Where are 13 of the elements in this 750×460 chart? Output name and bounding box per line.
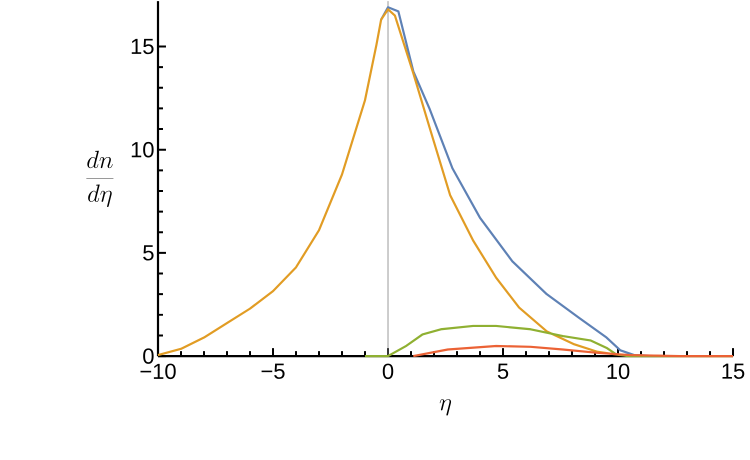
y-axis-title: $\frac{dn}{d\eta}$ (86, 150, 114, 207)
x-tick-label: 0 (382, 364, 394, 380)
y-tick-label: 0 (143, 348, 154, 364)
y-tick-label: 15 (132, 38, 154, 54)
x-tick-label: −5 (262, 364, 285, 379)
x-tick-label: 5 (498, 364, 508, 379)
x-tick-label: 15 (722, 364, 744, 379)
y-tick-label: 10 (132, 142, 154, 158)
line-series (412, 344, 734, 358)
x-axis-title: $\eta$ (440, 399, 452, 416)
x-tick-label: −10 (140, 364, 176, 380)
x-tick-label: 10 (607, 364, 630, 380)
y-tick-label: 5 (143, 245, 154, 260)
